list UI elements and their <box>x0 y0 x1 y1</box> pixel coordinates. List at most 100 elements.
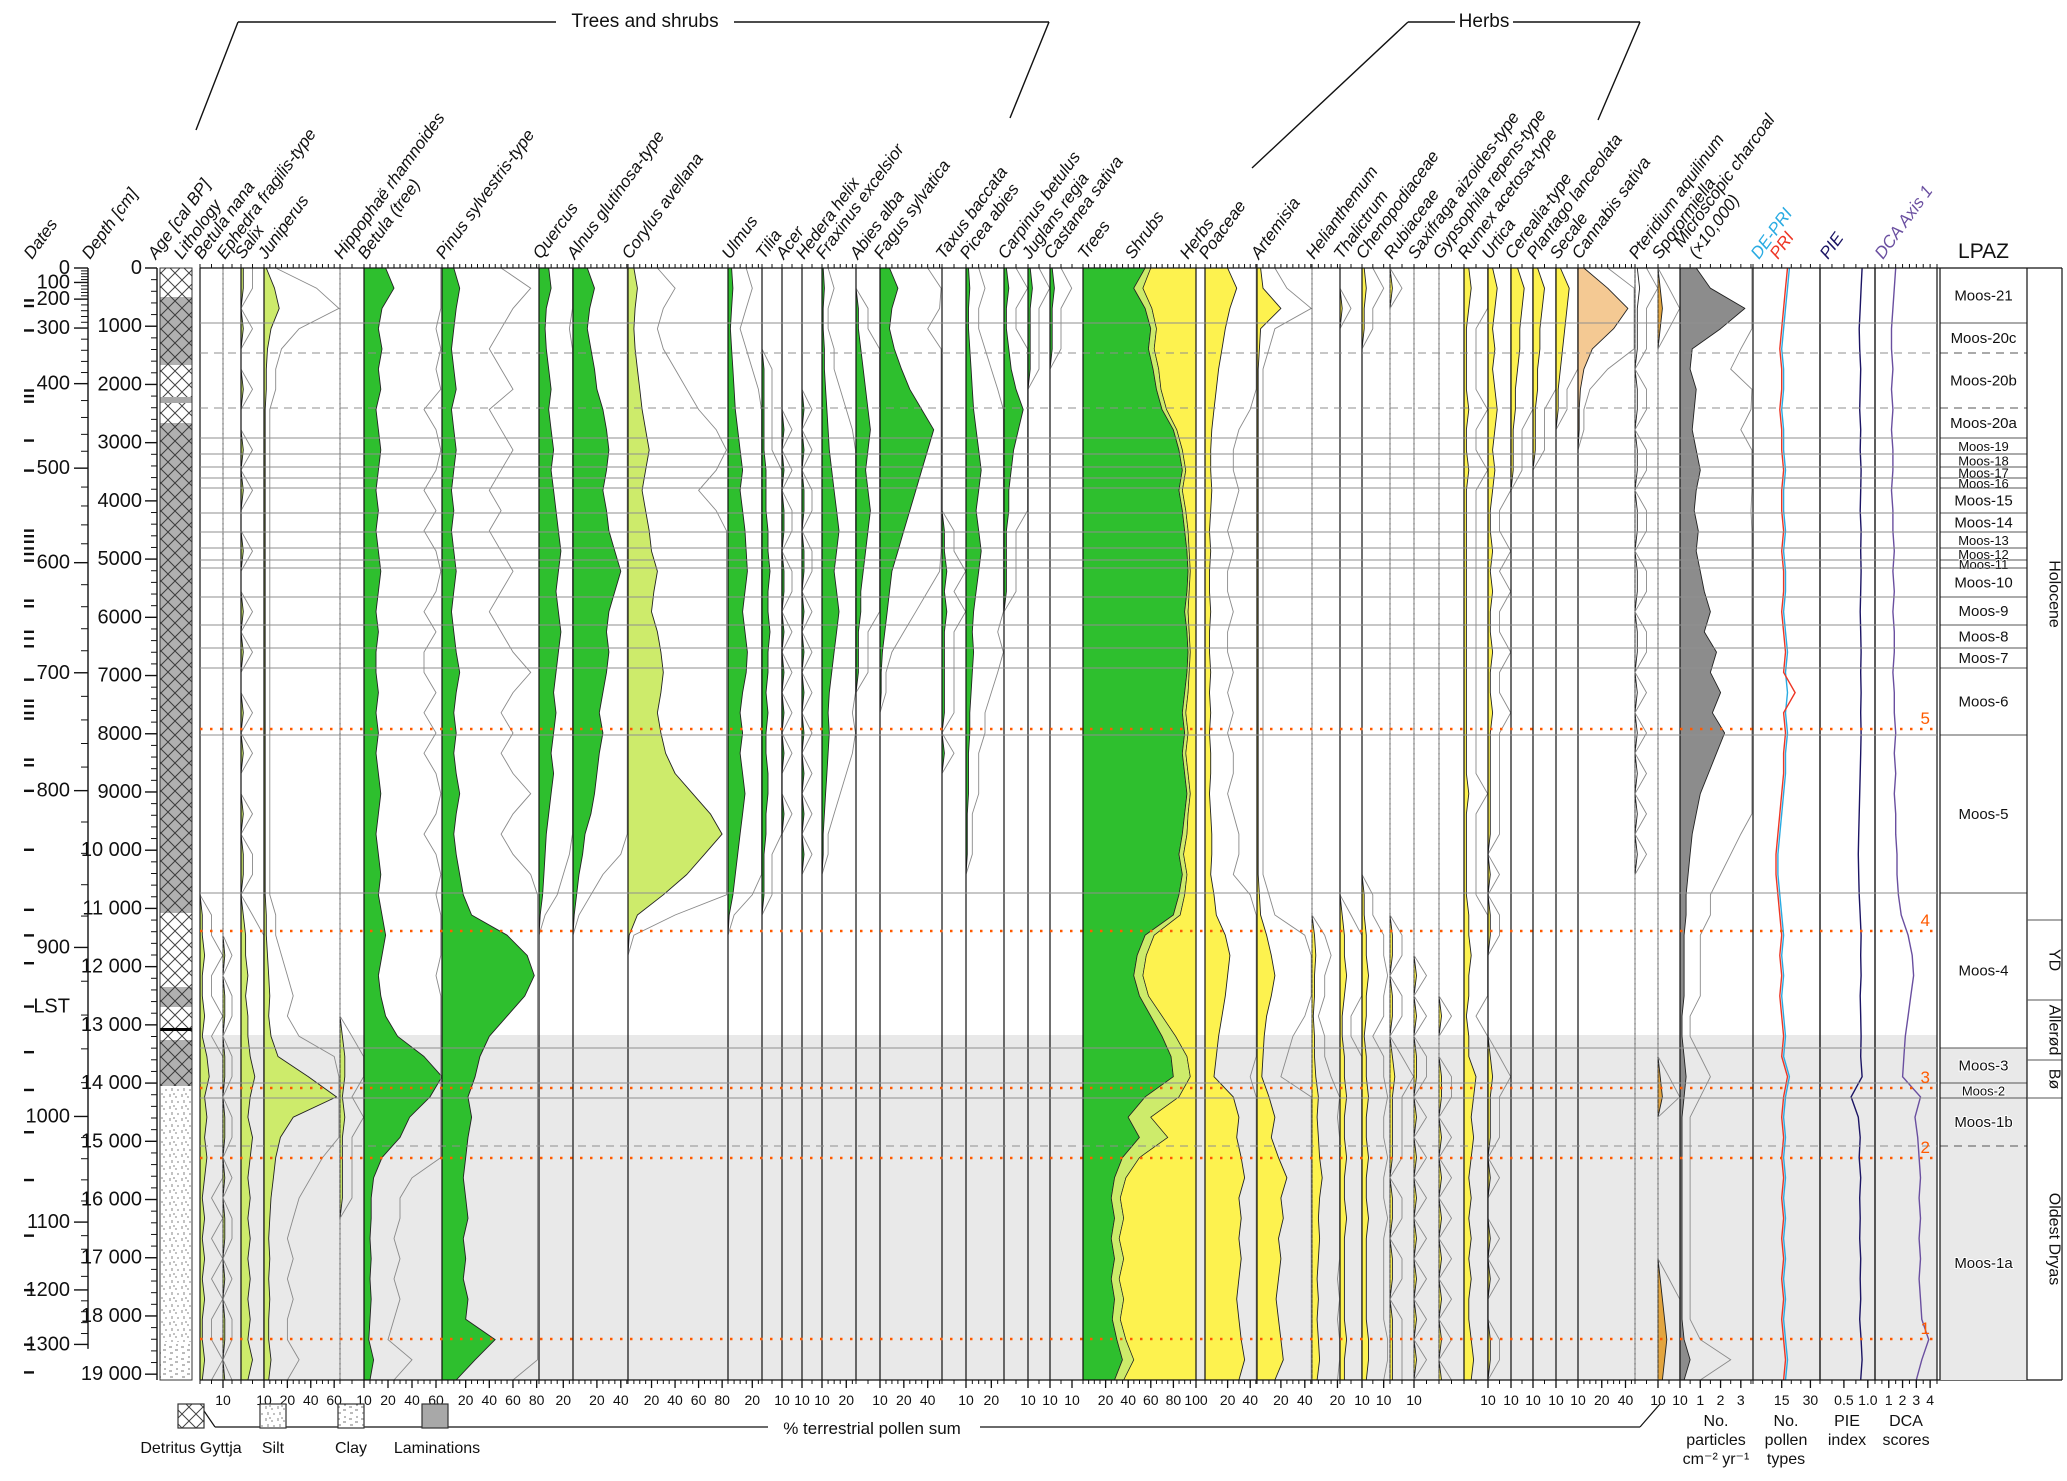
svg-text:40: 40 <box>667 1392 683 1408</box>
lpaz-zone-label: Moos-8 <box>1958 629 2008 646</box>
lpaz-zone-label: Moos-20b <box>1950 373 2017 390</box>
date-mark <box>24 1371 34 1374</box>
svg-text:100: 100 <box>37 271 70 293</box>
svg-text:1100: 1100 <box>27 1211 70 1233</box>
date-mark <box>24 962 34 965</box>
svg-text:11 000: 11 000 <box>82 897 142 919</box>
caption-charcoal-axis: No. particles cm⁻² yr⁻¹ <box>1683 1412 1750 1469</box>
column-sporormiella: 10 <box>1657 264 1688 1408</box>
svg-text:10: 10 <box>1376 1392 1392 1408</box>
column-headers: Dates Depth [cm] Age [cal BP]LithologyBetu… <box>20 106 1937 263</box>
lpaz-zone-label: Moos-12 <box>1958 547 2009 562</box>
svg-text:10: 10 <box>1020 1392 1036 1408</box>
lpaz-zone-label: Moos-1a <box>1954 1255 2013 1272</box>
svg-text:20: 20 <box>744 1392 760 1408</box>
lpaz-zone-label: Moos-20c <box>1951 330 2017 347</box>
svg-text:1: 1 <box>1696 1392 1704 1408</box>
date-mark <box>24 547 34 550</box>
svg-text:Artemisia: Artemisia <box>1246 194 1304 263</box>
lpaz-zone-label: Moos-10 <box>1954 575 2012 592</box>
column-corylus: 20 40 60 80 <box>627 264 730 1408</box>
svg-text:PIE: PIE <box>1816 228 1848 262</box>
svg-text:10: 10 <box>1503 1392 1519 1408</box>
svg-text:1300: 1300 <box>26 1333 71 1355</box>
series-pri <box>1775 267 1796 1381</box>
column-betula-tree: 20 40 60 <box>363 264 444 1408</box>
svg-text:3: 3 <box>1912 1392 1920 1408</box>
svg-text:10: 10 <box>814 1392 830 1408</box>
svg-text:40: 40 <box>920 1392 936 1408</box>
svg-text:60: 60 <box>691 1392 707 1408</box>
svg-text:10: 10 <box>794 1392 810 1408</box>
svg-text:300: 300 <box>37 317 70 339</box>
caption-pie-axis: PIE index <box>1828 1412 1866 1450</box>
lpaz-zone-label: Moos-5 <box>1958 806 2008 823</box>
svg-text:40: 40 <box>404 1392 420 1408</box>
caption-line: types <box>1766 1451 1806 1468</box>
date-mark <box>24 908 34 912</box>
svg-text:900: 900 <box>37 936 70 958</box>
date-mark <box>24 299 34 302</box>
svg-text:10 000: 10 000 <box>81 839 142 861</box>
tephra-layer <box>160 1028 192 1031</box>
caption-line: No. <box>1773 1413 1799 1430</box>
series-pie <box>1850 267 1863 1381</box>
svg-text:20: 20 <box>1273 1392 1289 1408</box>
svg-text:10: 10 <box>774 1392 790 1408</box>
date-mark <box>24 1131 34 1134</box>
svg-text:2: 2 <box>1717 1392 1725 1408</box>
event-lines: 5 4 3 2 1 <box>200 709 1937 1341</box>
svg-text:DCA Axis 1: DCA Axis 1 <box>1871 182 1937 262</box>
column-alnus: 20 40 <box>572 264 629 1408</box>
group-brackets <box>195 21 1641 169</box>
svg-text:10: 10 <box>1064 1392 1080 1408</box>
svg-text:Depth [cm]: Depth [cm] <box>78 184 142 263</box>
date-mark <box>24 552 34 556</box>
svg-text:3: 3 <box>1737 1392 1745 1408</box>
legend-label-laminations: Laminations <box>393 1440 481 1457</box>
caption-dca-axis: DCA scores <box>1882 1412 1929 1450</box>
date-mark <box>24 637 34 640</box>
date-mark <box>24 717 34 720</box>
lpaz-zone-label: Moos-15 <box>1954 493 2012 510</box>
lpaz-zone-label: Moos-20a <box>1950 415 2017 432</box>
column-thalictrum: 10 <box>1339 264 1370 1408</box>
date-mark <box>24 699 34 702</box>
chronozone-label: Oldest Dryas <box>2046 1193 2063 1285</box>
svg-text:40: 40 <box>1618 1392 1634 1408</box>
svg-text:10: 10 <box>958 1392 974 1408</box>
date-mark <box>24 599 34 602</box>
svg-text:10: 10 <box>1548 1392 1564 1408</box>
svg-text:40: 40 <box>1242 1392 1258 1408</box>
svg-text:80: 80 <box>1166 1392 1182 1408</box>
date-mark <box>24 1178 34 1182</box>
date-mark <box>24 645 34 648</box>
caption-line: No. <box>1703 1413 1729 1430</box>
column-betula-nana: 10 <box>199 264 231 1408</box>
date-mark <box>24 439 34 442</box>
column-juniperus: 20 40 60 <box>263 264 342 1408</box>
legend-label-clay: Clay <box>334 1440 368 1457</box>
column-fagus: 20 40 <box>879 264 942 1408</box>
svg-text:7000: 7000 <box>98 665 143 687</box>
column-chenopodiaceae: 10 <box>1361 264 1392 1408</box>
column-plantago: 10 <box>1532 264 1564 1408</box>
column-hedera: 10 <box>801 264 830 1408</box>
svg-text:10: 10 <box>1042 1392 1058 1408</box>
svg-text:1: 1 <box>1885 1392 1893 1408</box>
svg-text:17 000: 17 000 <box>81 1247 142 1269</box>
date-mark <box>24 400 34 403</box>
date-mark <box>24 469 34 472</box>
svg-text:40: 40 <box>482 1392 498 1408</box>
lpaz-column: LPAZ Moos-21 Moos-20c Moos-20b Moos-20a Moos-… <box>1939 240 2028 1380</box>
date-mark <box>24 559 34 562</box>
zone-boundary-lines <box>200 322 1937 1147</box>
svg-text:10: 10 <box>1406 1392 1422 1408</box>
column-cerealia: 10 <box>1510 264 1541 1408</box>
svg-text:400: 400 <box>37 373 70 395</box>
column-secale: 10 <box>1555 264 1586 1408</box>
svg-text:15 000: 15 000 <box>81 1130 142 1152</box>
event-line-number: 1 <box>1921 1319 1930 1338</box>
